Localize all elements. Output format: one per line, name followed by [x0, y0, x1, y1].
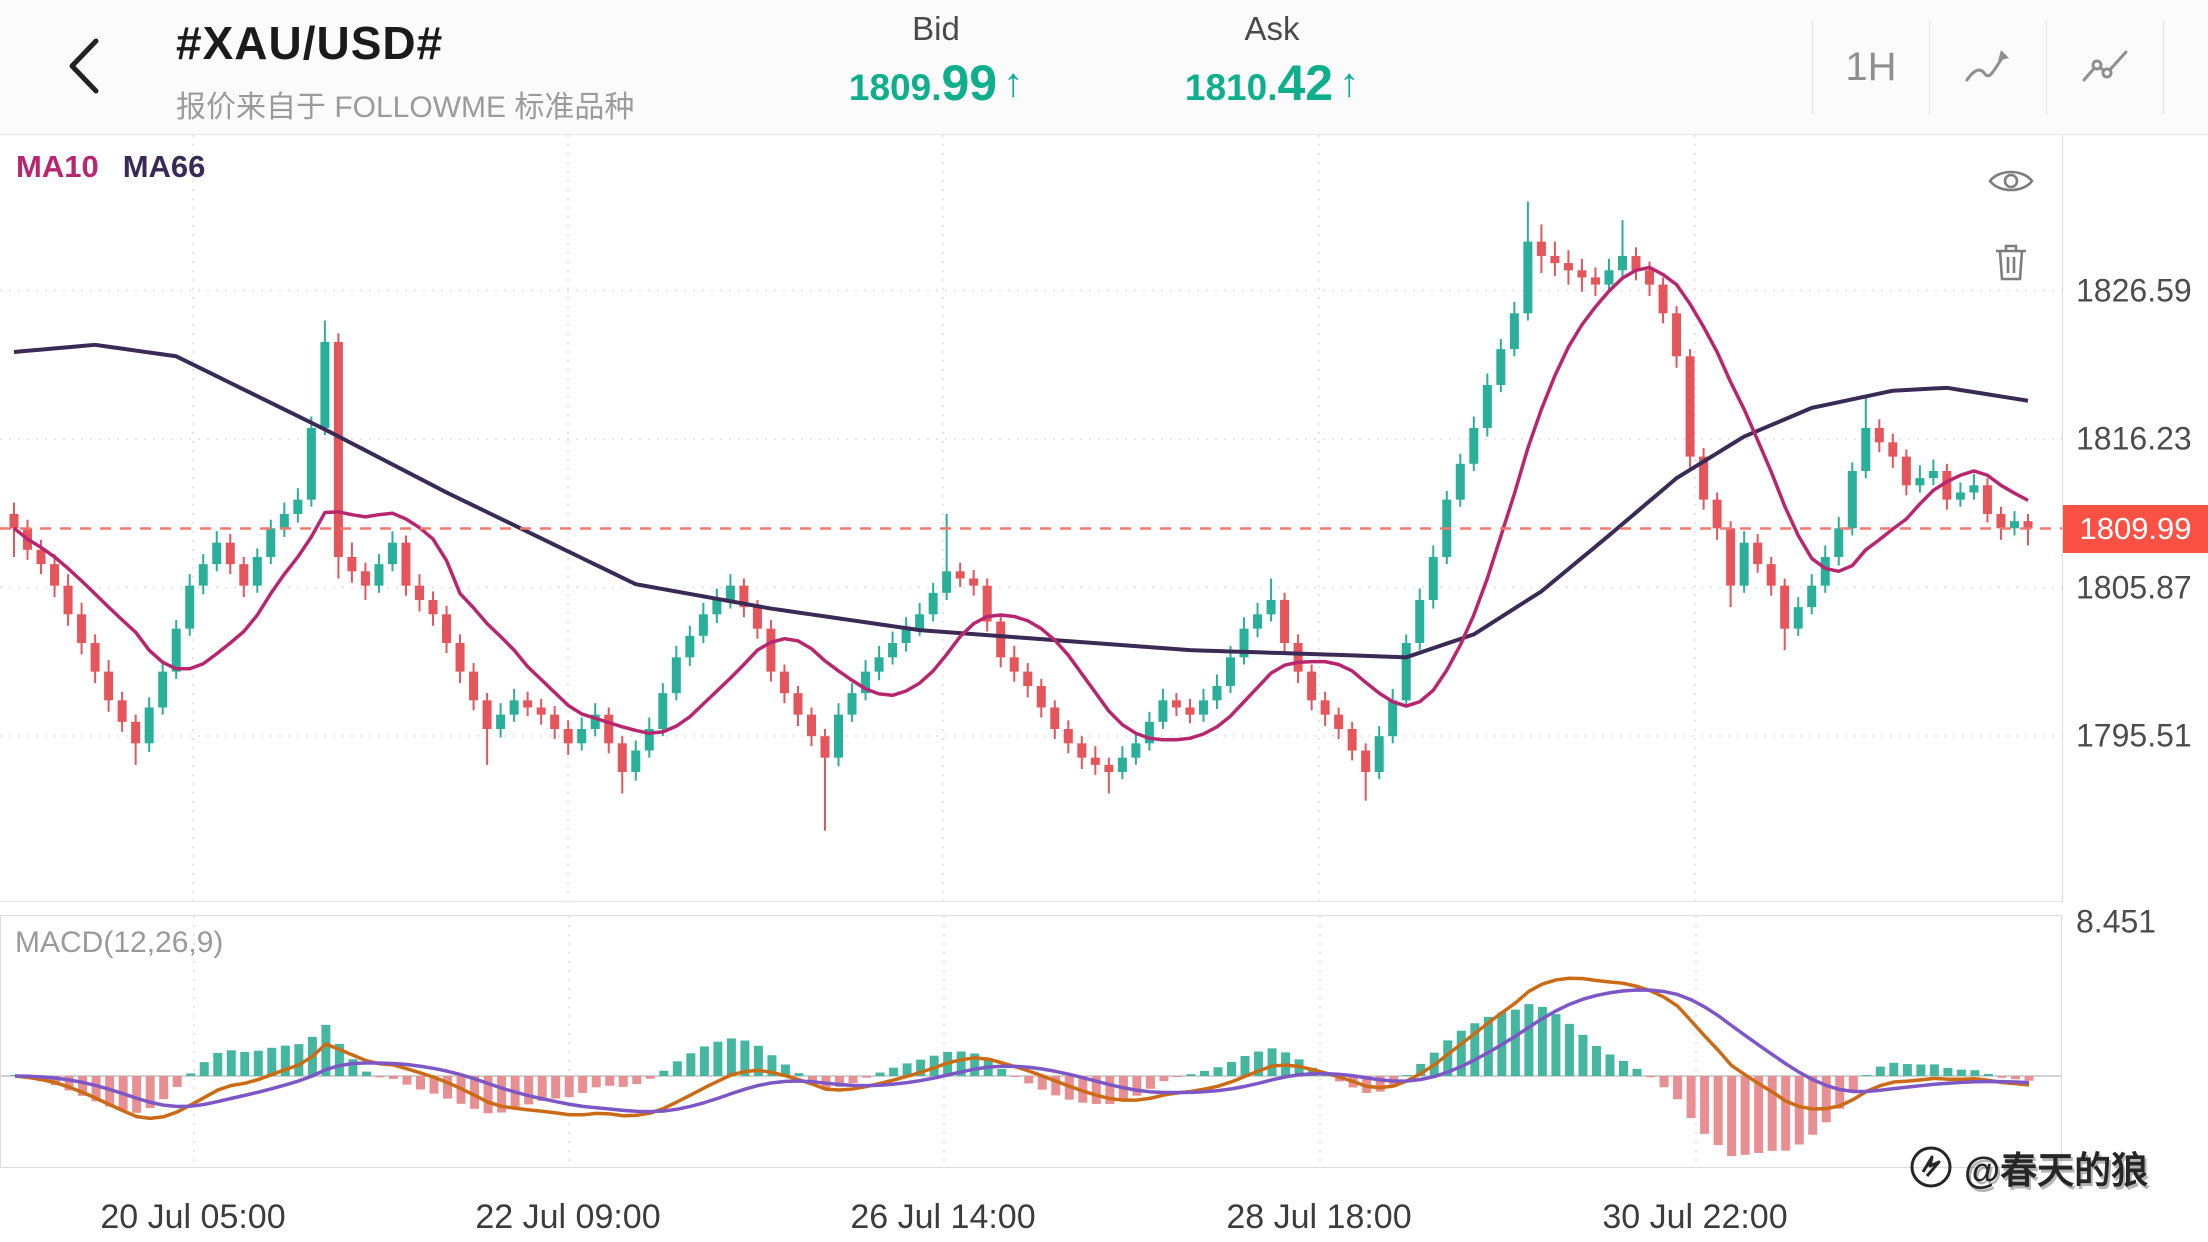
ask-value: 1810. 42 ↑ — [1142, 54, 1402, 112]
price-tick-1795: 1795.51 — [2076, 717, 2192, 754]
bid-quote: Bid 1809. 99 ↑ — [806, 10, 1066, 112]
current-price-tag: 1809.99 — [2063, 505, 2208, 553]
ma10-legend-label: MA10 — [16, 149, 99, 184]
price-tick-1816: 1816.23 — [2076, 420, 2192, 457]
draw-tool-button[interactable] — [1929, 20, 2046, 114]
delete-drawings-button[interactable] — [1994, 242, 2028, 285]
gridlines — [0, 135, 2062, 901]
indicator-icon — [2082, 50, 2128, 82]
candlestick-chart[interactable] — [0, 135, 2062, 901]
indicator-button[interactable] — [2046, 20, 2164, 114]
ask-label: Ask — [1244, 10, 1300, 47]
macd-pane[interactable]: MACD(12,26,9) — [0, 915, 2062, 1168]
bid-up-arrow-icon: ↑ — [1003, 60, 1024, 105]
quote-source-note: 报价来自于 FOLLOWME 标准品种 — [176, 91, 635, 124]
chart-tools — [1988, 165, 2034, 285]
bid-value-dec: 99 — [941, 55, 998, 111]
symbol-title: #XAU/USD# — [176, 17, 444, 69]
back-chevron-icon — [69, 38, 99, 93]
bid-value-int: 1809. — [848, 67, 942, 108]
ma-legend: MA10 MA66 — [16, 149, 205, 185]
price-tick-1826: 1826.59 — [2076, 272, 2192, 309]
trash-icon — [1996, 244, 2026, 281]
bid-label: Bid — [912, 10, 960, 47]
time-tick-1: 22 Jul 09:00 — [475, 1198, 661, 1236]
time-tick-4: 30 Jul 22:00 — [1602, 1198, 1788, 1236]
macd-params-label: MACD(12,26,9) — [15, 926, 224, 959]
price-axis: 1826.59 1816.23 1805.87 1795.51 1809.99 … — [2063, 135, 2208, 1168]
ask-value-int: 1810. — [1184, 67, 1278, 108]
eye-icon — [1988, 170, 2034, 192]
ma10-line — [12, 265, 2029, 742]
ask-up-arrow-icon: ↑ — [1339, 60, 1360, 105]
macd-dif-line — [14, 976, 2030, 1121]
bid-value: 1809. 99 ↑ — [806, 54, 1066, 112]
macd-dea-line — [14, 988, 2030, 1114]
header-controls: 1H — [1812, 20, 2164, 114]
time-tick-0: 20 Jul 05:00 — [100, 1198, 286, 1236]
title-block: #XAU/USD# 报价来自于 FOLLOWME 标准品种 — [176, 16, 634, 126]
candlestick-pane[interactable]: MA10 MA66 — [0, 135, 2063, 902]
watermark-text: @春天的狼 — [1964, 1150, 2149, 1191]
back-button[interactable] — [58, 34, 110, 100]
ma66-legend-label: MA66 — [122, 149, 206, 184]
macd-axis-max-label: 8.451 — [2076, 903, 2157, 940]
header: #XAU/USD# 报价来自于 FOLLOWME 标准品种 Bid 1809. 9… — [0, 0, 2208, 135]
time-tick-3: 28 Jul 18:00 — [1226, 1198, 1412, 1236]
watermark: @春天的狼 — [1908, 1140, 2148, 1194]
timeframe-label: 1H — [1845, 44, 1897, 89]
toggle-visibility-button[interactable] — [1988, 165, 2034, 200]
price-tick-1805: 1805.87 — [2076, 569, 2192, 606]
draw-tool-icon — [1965, 50, 2009, 82]
candles-layer — [9, 201, 2033, 831]
macd-chart[interactable] — [1, 916, 2061, 1167]
time-axis: 20 Jul 05:00 22 Jul 09:00 26 Jul 14:00 2… — [0, 1190, 2208, 1242]
macd-histogram — [10, 1004, 2034, 1156]
ask-value-dec: 42 — [1277, 55, 1334, 111]
timeframe-button[interactable]: 1H — [1812, 20, 1929, 114]
ma66-line — [13, 342, 2029, 660]
time-tick-2: 26 Jul 14:00 — [850, 1198, 1036, 1236]
ask-quote: Ask 1810. 42 ↑ — [1142, 10, 1402, 112]
watermark-logo-icon — [1910, 1146, 1952, 1188]
